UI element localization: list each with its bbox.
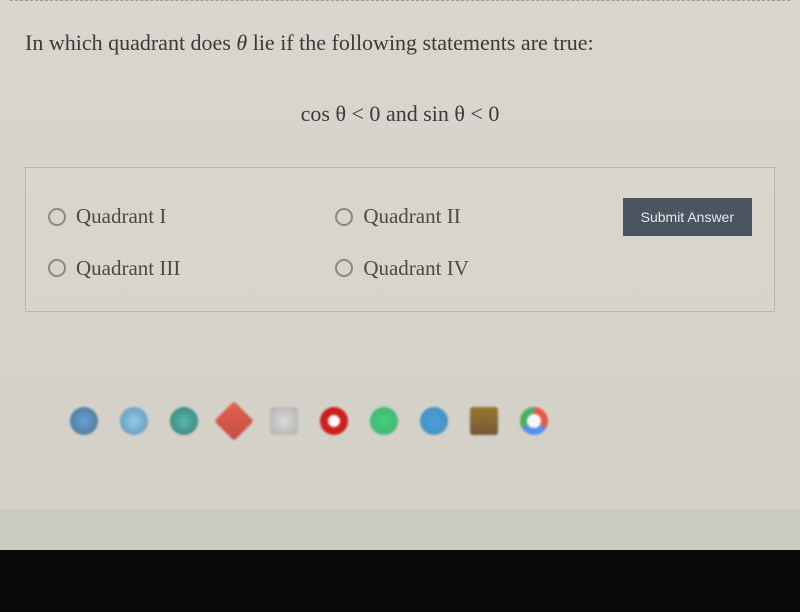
option-quadrant-4[interactable]: Quadrant IV xyxy=(335,256,612,281)
media-app-icon[interactable] xyxy=(320,407,348,435)
theta-symbol: θ xyxy=(236,30,247,55)
radio-icon xyxy=(48,259,66,277)
taskbar xyxy=(0,398,800,443)
submit-answer-button[interactable]: Submit Answer xyxy=(623,198,752,236)
screen-area: In which quadrant does θ lie if the foll… xyxy=(0,0,800,510)
sin-expression: sin θ < 0 xyxy=(423,101,499,126)
option-label: Quadrant IV xyxy=(363,256,469,281)
option-quadrant-2[interactable]: Quadrant II xyxy=(335,204,612,229)
answer-options-container: Quadrant I Quadrant II Submit Answer Qua… xyxy=(25,167,775,312)
radio-icon xyxy=(48,208,66,226)
browser-app-icon[interactable] xyxy=(520,407,548,435)
cloud-app-icon[interactable] xyxy=(120,407,148,435)
option-label: Quadrant II xyxy=(363,204,460,229)
option-label: Quadrant III xyxy=(76,256,180,281)
radio-icon xyxy=(335,259,353,277)
prompt-text-suffix: lie if the following statements are true… xyxy=(247,30,593,55)
math-condition: cos θ < 0 and sin θ < 0 xyxy=(25,101,775,127)
green-app-icon[interactable] xyxy=(370,407,398,435)
and-text: and xyxy=(380,101,423,126)
cos-expression: cos θ < 0 xyxy=(301,101,381,126)
files-app-icon[interactable] xyxy=(70,407,98,435)
game-app-icon[interactable] xyxy=(470,407,498,435)
blue-app-icon[interactable] xyxy=(420,407,448,435)
radio-icon xyxy=(335,208,353,226)
question-card: In which quadrant does θ lie if the foll… xyxy=(0,3,800,322)
notes-app-icon[interactable] xyxy=(270,407,298,435)
option-label: Quadrant I xyxy=(76,204,166,229)
question-prompt: In which quadrant does θ lie if the foll… xyxy=(25,28,775,59)
prompt-text-prefix: In which quadrant does xyxy=(25,30,236,55)
monitor-bezel xyxy=(0,550,800,612)
red-app-icon[interactable] xyxy=(214,401,254,441)
option-quadrant-3[interactable]: Quadrant III xyxy=(48,256,325,281)
option-quadrant-1[interactable]: Quadrant I xyxy=(48,204,325,229)
answer-grid: Quadrant I Quadrant II Submit Answer Qua… xyxy=(48,198,752,281)
teal-app-icon[interactable] xyxy=(170,407,198,435)
